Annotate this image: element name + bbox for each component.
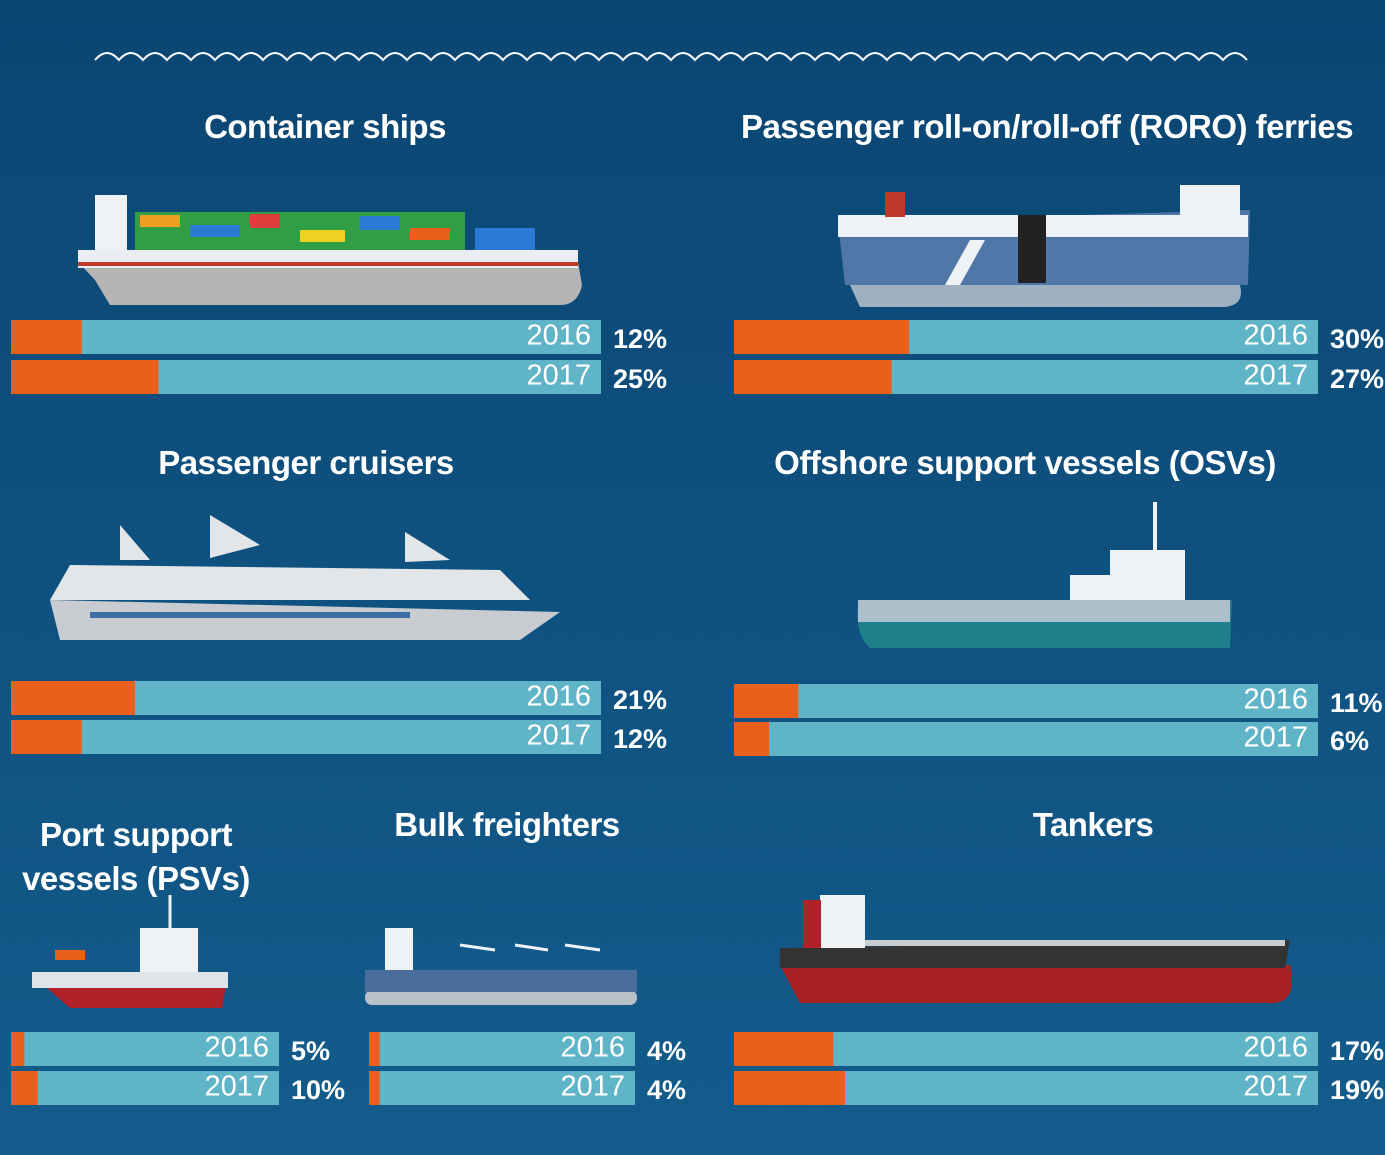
- bar-track: [369, 1071, 635, 1105]
- value-label: 5%: [291, 1036, 330, 1066]
- value-label: 4%: [647, 1036, 686, 1066]
- port-support-vessel: [32, 895, 228, 1008]
- bar: [11, 1032, 25, 1066]
- bar: [734, 360, 892, 394]
- value-label: 25%: [613, 364, 667, 394]
- roro-ferry: [838, 185, 1250, 307]
- category-label: 2017: [1243, 360, 1308, 392]
- value-label: 27%: [1330, 364, 1384, 394]
- chart-title: Container ships: [204, 108, 446, 145]
- category-label: 2016: [560, 1032, 625, 1064]
- category-label: 2016: [526, 681, 591, 713]
- category-label: 2016: [1243, 684, 1308, 716]
- bar: [11, 720, 82, 754]
- container-ship: [78, 195, 582, 305]
- category-label: 2017: [526, 720, 591, 752]
- bar-track: [734, 722, 1318, 756]
- bar-track: [11, 320, 601, 354]
- category-label: 2017: [204, 1071, 269, 1103]
- tanker: [780, 895, 1293, 1003]
- value-label: 17%: [1330, 1036, 1384, 1066]
- bar: [11, 1071, 38, 1105]
- bar-track: [11, 720, 601, 754]
- value-label: 12%: [613, 324, 667, 354]
- category-label: 2017: [560, 1071, 625, 1103]
- bar-track: [11, 1071, 279, 1105]
- bulk-freighter: [365, 928, 637, 1005]
- value-label: 12%: [613, 724, 667, 754]
- category-label: 2016: [1243, 1032, 1308, 1064]
- bar: [734, 1071, 845, 1105]
- category-label: 2017: [1243, 722, 1308, 754]
- value-label: 30%: [1330, 324, 1384, 354]
- offshore-support-vessel: [857, 502, 1232, 648]
- bar: [11, 320, 82, 354]
- bar: [369, 1032, 380, 1066]
- bar: [734, 684, 799, 718]
- value-label: 21%: [613, 685, 667, 715]
- value-label: 19%: [1330, 1075, 1384, 1105]
- bar: [11, 681, 135, 715]
- chart-title: Offshore support vessels (OSVs): [774, 444, 1276, 481]
- value-label: 10%: [291, 1075, 345, 1105]
- chart-title: Tankers: [1032, 806, 1154, 843]
- category-label: 2016: [204, 1032, 269, 1064]
- bar-track: [11, 1032, 279, 1066]
- bar: [369, 1071, 380, 1105]
- category-label: 2016: [1243, 320, 1308, 352]
- category-label: 2017: [526, 360, 591, 392]
- chart-title: Port support vessels (PSVs): [22, 816, 250, 897]
- bar: [734, 320, 910, 354]
- bar: [11, 360, 159, 394]
- chart-title: Passenger cruisers: [158, 444, 454, 481]
- category-label: 2016: [526, 320, 591, 352]
- category-label: 2017: [1243, 1071, 1308, 1103]
- value-label: 4%: [647, 1075, 686, 1105]
- value-label: 11%: [1330, 688, 1383, 718]
- chart-title: Bulk freighters: [394, 806, 620, 843]
- cruise-ship: [50, 515, 560, 640]
- bar-track: [369, 1032, 635, 1066]
- bar-track: [734, 684, 1318, 718]
- wave-divider: [94, 52, 1248, 62]
- bar: [734, 1032, 834, 1066]
- value-label: 6%: [1330, 726, 1369, 756]
- chart-title: Passenger roll-on/roll-off (RORO) ferrie…: [740, 108, 1354, 145]
- bar: [734, 722, 770, 756]
